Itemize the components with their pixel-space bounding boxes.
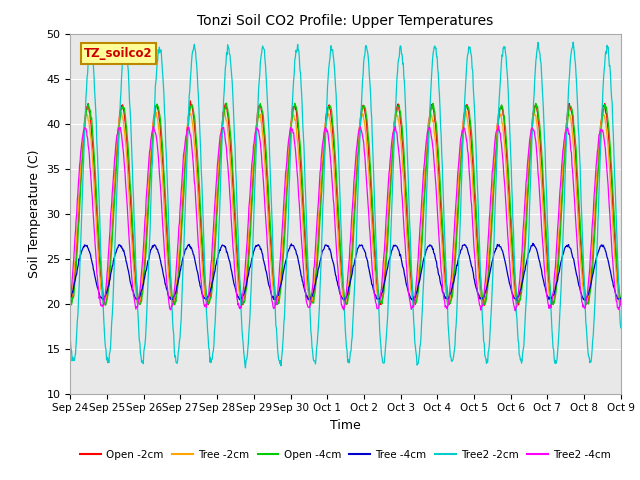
Tree2 -2cm — [296, 56, 303, 62]
Open -2cm — [93, 213, 100, 218]
Tree -2cm — [237, 301, 245, 307]
Open -2cm — [599, 103, 607, 108]
Open -4cm — [102, 302, 109, 308]
Tree -4cm — [93, 282, 100, 288]
Line: Open -4cm: Open -4cm — [70, 103, 621, 305]
Tree2 -4cm — [295, 195, 303, 201]
Tree -4cm — [295, 260, 303, 266]
Open -4cm — [617, 298, 625, 303]
Tree -2cm — [169, 300, 177, 305]
Tree -2cm — [392, 113, 399, 119]
Tree2 -2cm — [392, 113, 399, 119]
Tree2 -4cm — [495, 123, 502, 129]
Legend: Open -2cm, Tree -2cm, Open -4cm, Tree -4cm, Tree2 -2cm, Tree2 -4cm: Open -2cm, Tree -2cm, Open -4cm, Tree -4… — [76, 445, 615, 464]
Open -4cm — [67, 302, 74, 308]
Line: Tree2 -4cm: Tree2 -4cm — [70, 126, 621, 311]
Open -4cm — [170, 297, 177, 302]
Tree -4cm — [599, 242, 607, 248]
Open -2cm — [481, 302, 488, 308]
Tree2 -4cm — [617, 297, 625, 303]
Tree -2cm — [617, 301, 625, 307]
Tree2 -2cm — [93, 139, 100, 144]
Tree -4cm — [529, 240, 537, 246]
Open -2cm — [186, 98, 194, 104]
Tree -2cm — [93, 229, 100, 235]
Tree2 -2cm — [591, 311, 598, 317]
Tree -4cm — [340, 298, 348, 303]
Open -2cm — [67, 300, 74, 306]
Open -4cm — [93, 197, 100, 203]
X-axis label: Time: Time — [330, 419, 361, 432]
Text: TZ_soilco2: TZ_soilco2 — [84, 47, 153, 60]
Y-axis label: Soil Temperature (C): Soil Temperature (C) — [28, 149, 41, 278]
Tree2 -4cm — [591, 189, 598, 195]
Open -4cm — [392, 113, 399, 119]
Tree -2cm — [67, 299, 74, 304]
Tree2 -2cm — [617, 325, 625, 331]
Tree2 -2cm — [169, 317, 177, 323]
Open -4cm — [591, 237, 598, 243]
Line: Tree -4cm: Tree -4cm — [70, 243, 621, 300]
Title: Tonzi Soil CO2 Profile: Upper Temperatures: Tonzi Soil CO2 Profile: Upper Temperatur… — [198, 14, 493, 28]
Tree -2cm — [599, 112, 607, 118]
Tree2 -4cm — [93, 269, 100, 275]
Tree2 -4cm — [391, 127, 399, 133]
Tree2 -4cm — [67, 293, 74, 299]
Line: Open -2cm: Open -2cm — [70, 101, 621, 305]
Tree2 -4cm — [169, 301, 177, 307]
Tree2 -2cm — [67, 337, 74, 343]
Open -2cm — [591, 220, 598, 226]
Tree -2cm — [591, 211, 598, 216]
Tree2 -2cm — [570, 39, 577, 45]
Open -2cm — [617, 300, 625, 305]
Open -2cm — [392, 114, 399, 120]
Tree -4cm — [169, 297, 177, 302]
Open -4cm — [599, 110, 607, 116]
Open -2cm — [169, 299, 177, 305]
Tree2 -4cm — [599, 129, 607, 134]
Open -4cm — [296, 139, 304, 145]
Open -4cm — [223, 100, 230, 106]
Tree2 -4cm — [511, 308, 519, 313]
Tree2 -2cm — [599, 85, 607, 91]
Open -2cm — [296, 142, 303, 148]
Tree -4cm — [67, 296, 74, 301]
Tree -4cm — [617, 295, 625, 301]
Tree2 -2cm — [242, 365, 250, 371]
Tree -4cm — [591, 264, 598, 270]
Line: Tree -2cm: Tree -2cm — [70, 111, 621, 304]
Tree -2cm — [462, 108, 470, 114]
Tree -4cm — [392, 242, 399, 248]
Tree -2cm — [296, 162, 303, 168]
Line: Tree2 -2cm: Tree2 -2cm — [70, 42, 621, 368]
